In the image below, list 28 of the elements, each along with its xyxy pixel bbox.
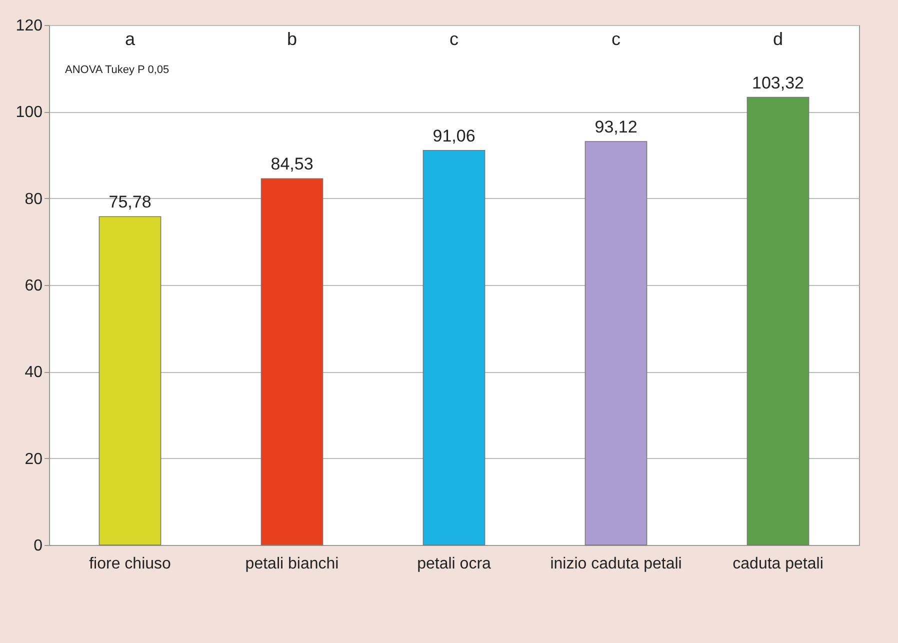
x-tick-label: inizio caduta petali — [550, 556, 682, 572]
x-tick-label: petali ocra — [417, 556, 492, 572]
data-label: 75,78 — [108, 192, 152, 212]
data-label: 103,32 — [752, 73, 804, 92]
y-tick-label: 120 — [16, 18, 43, 34]
data-label: 93,12 — [594, 117, 638, 136]
annotation: c — [450, 29, 458, 49]
bar — [98, 216, 162, 546]
bar — [260, 178, 324, 546]
annotation: ANOVA Tukey P 0,05 — [65, 64, 170, 76]
y-tick-label: 20 — [24, 450, 43, 468]
bar — [422, 150, 486, 546]
annotation: d — [772, 29, 784, 49]
x-tick-label: fiore chiuso — [89, 556, 172, 572]
y-tick-label: 80 — [24, 190, 43, 208]
x-tick-label: caduta petali — [732, 556, 824, 572]
x-tick-label: petali bianchi — [245, 556, 339, 572]
data-label: 91,06 — [432, 126, 476, 146]
y-tick-label: 100 — [16, 104, 43, 122]
annotation: a — [124, 29, 136, 49]
y-tick-label: 40 — [24, 364, 43, 382]
y-tick-label: 60 — [24, 278, 43, 294]
data-label: 84,53 — [270, 154, 314, 174]
annotation: b — [286, 29, 298, 49]
annotation: c — [612, 29, 620, 49]
bar — [584, 141, 648, 546]
bar — [746, 96, 810, 546]
y-tick-label: 0 — [34, 538, 43, 554]
